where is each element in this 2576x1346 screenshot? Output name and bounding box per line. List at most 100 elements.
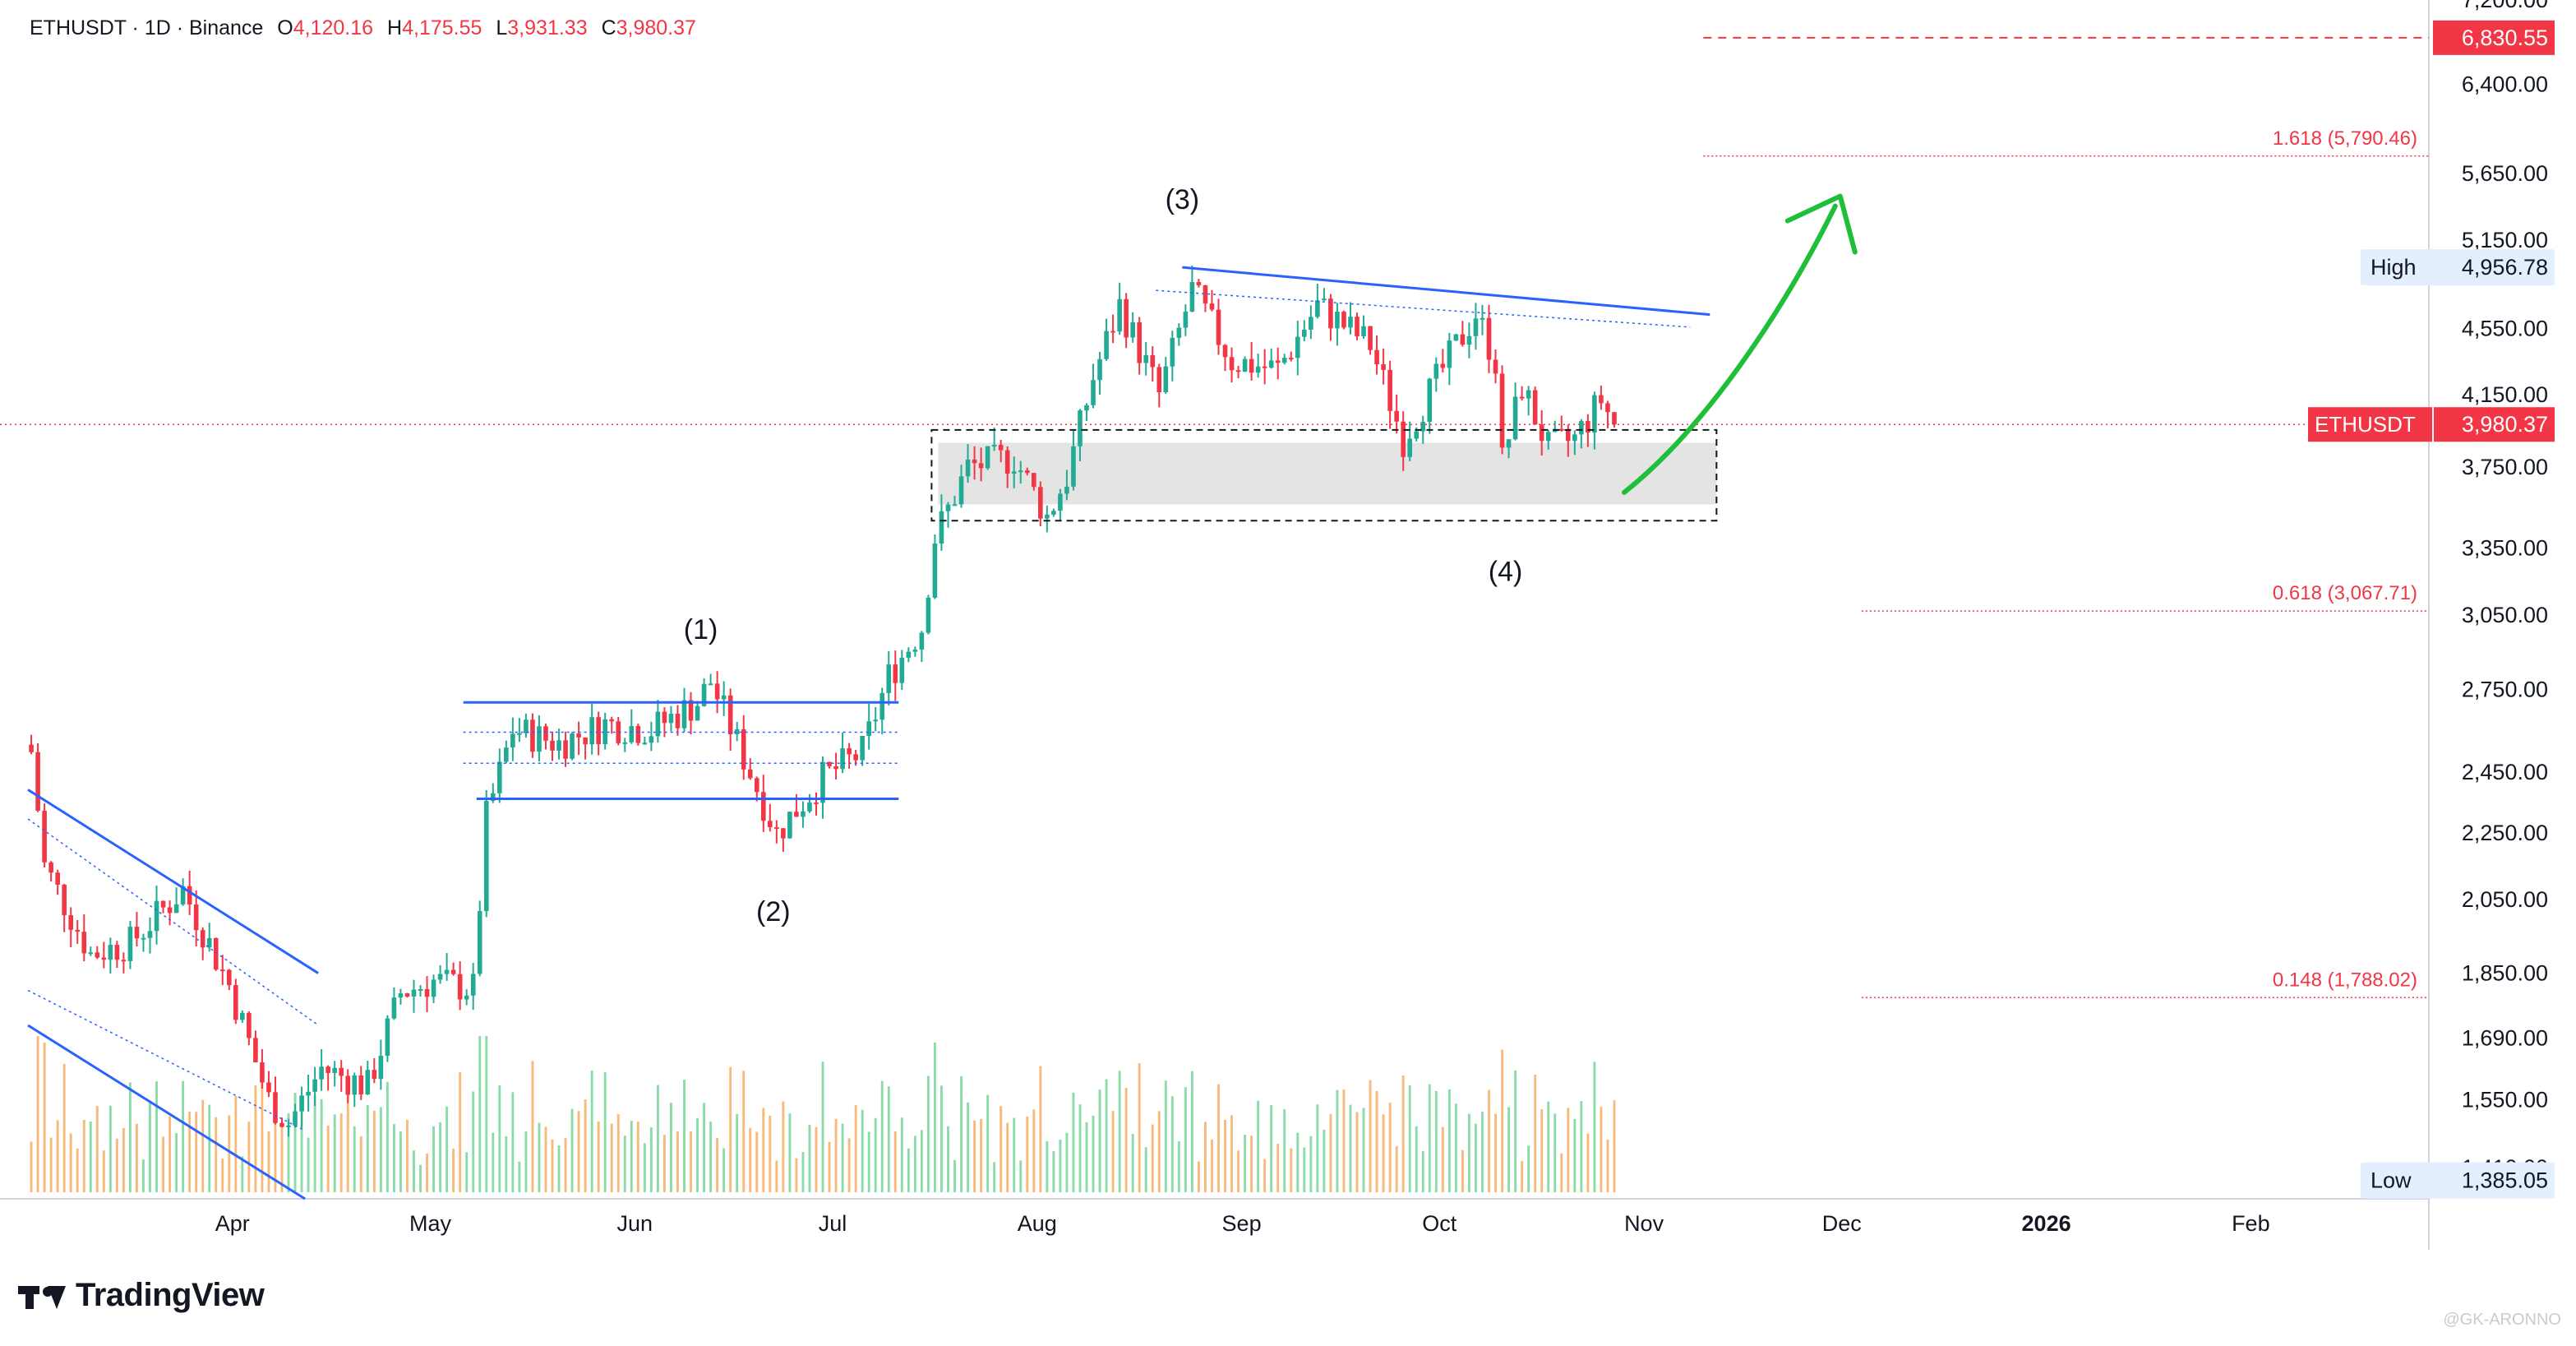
volume-bar [439, 1122, 442, 1192]
last-price-symbol: ETHUSDT [2315, 412, 2416, 437]
wave-label: (4) [1489, 556, 1523, 587]
candle-body [1110, 331, 1115, 333]
candle-body [219, 969, 225, 972]
author-watermark: @GK-ARONNO [2443, 1311, 2561, 1329]
volume-bar [1553, 1113, 1557, 1192]
volume-bar [149, 1100, 151, 1192]
volume-bar [1065, 1132, 1069, 1192]
low-marker-bg [2361, 1162, 2555, 1199]
candle-body [253, 1038, 258, 1063]
time-axis[interactable]: Apr May Jun Jul Aug Sep Oct Nov Dec 2026 Feb [215, 1211, 2270, 1236]
volume-bar [1224, 1119, 1226, 1192]
candle-body [1427, 378, 1433, 423]
low-marker-label: Low [2371, 1168, 2412, 1193]
candle-body [1255, 366, 1261, 373]
candle-body [734, 729, 740, 735]
candle-body [820, 761, 825, 803]
candle-body [1480, 317, 1485, 320]
candle-body [1368, 326, 1373, 350]
candle-body [1275, 360, 1281, 363]
volume-bar [385, 1081, 389, 1192]
candle-body [1262, 366, 1267, 368]
volume-bar [1534, 1074, 1537, 1192]
volume-bar [511, 1092, 515, 1192]
candle-body [596, 717, 601, 745]
volume-bar [953, 1159, 956, 1192]
volume-bar [247, 1122, 251, 1192]
candle-body [635, 726, 641, 743]
volume-bar [413, 1150, 415, 1192]
tradingview-logo[interactable]: TradingView [18, 1277, 265, 1314]
volume-bar [893, 1131, 897, 1192]
candle-body [42, 811, 47, 863]
candle-body [160, 900, 166, 908]
volume-bar [1475, 1123, 1477, 1192]
volume-bar [62, 1063, 66, 1192]
candle-body [550, 740, 555, 751]
candle-body [886, 664, 892, 693]
candle-body [1545, 432, 1551, 442]
candle-body [1401, 421, 1406, 457]
candle-body [233, 985, 238, 1020]
candle-body [1499, 373, 1505, 448]
candle-body [906, 651, 912, 658]
volume-bar [1144, 1147, 1147, 1192]
volume-bar [656, 1085, 659, 1192]
volume-bar [947, 1126, 949, 1192]
candle-body [1183, 311, 1189, 328]
candle-body [1045, 514, 1050, 519]
candle-body [325, 1066, 330, 1073]
candle-body [1539, 424, 1544, 442]
volume-bar [518, 1161, 521, 1192]
candle-body [121, 960, 127, 962]
candle-body [814, 803, 819, 805]
candle-body [1150, 354, 1156, 368]
candle-body [1084, 405, 1089, 411]
volume-bar [1567, 1108, 1570, 1192]
candle-body [1592, 395, 1597, 433]
volume-bar [43, 1042, 46, 1192]
candle-body [1170, 337, 1175, 367]
wave-label: (3) [1166, 184, 1200, 215]
candle-body [794, 812, 799, 817]
candle-body [279, 1122, 284, 1127]
volume-bar [274, 1115, 277, 1192]
volume-bar [1244, 1135, 1247, 1192]
volume-bar [1164, 1080, 1167, 1192]
candle-body [972, 459, 977, 464]
volume-bar [1237, 1150, 1240, 1192]
volume-bar [339, 1113, 343, 1192]
volume-bar [1375, 1090, 1378, 1192]
candle-body [1295, 336, 1300, 358]
close-label: C [601, 16, 616, 39]
candle-body [127, 927, 133, 961]
volume-bar [551, 1139, 554, 1192]
volume-bar [326, 1125, 330, 1192]
last-price-value: 3,980.37 [2462, 412, 2548, 437]
projection-arrow [1622, 203, 1838, 495]
volume-bar [683, 1080, 686, 1192]
candle-body [774, 827, 779, 830]
volume-bar [616, 1114, 620, 1192]
candle-body [319, 1066, 324, 1080]
candle-body [1301, 329, 1307, 337]
candle-body [1018, 470, 1023, 473]
volume-bar [406, 1119, 409, 1192]
candle-body [358, 1075, 364, 1095]
volume-bar [30, 1141, 33, 1192]
volume-bar [1026, 1117, 1029, 1192]
price-axis[interactable]: 7,200.00 6,400.00 5,650.00 5,150.00 4,550.00… [2308, 0, 2555, 1199]
price-tick-label: 7,200.00 [2462, 0, 2548, 12]
candle-body [108, 945, 113, 960]
candle-body [695, 705, 700, 721]
candle-body [570, 733, 575, 759]
candle-body [681, 700, 687, 729]
candle-body [1328, 298, 1333, 329]
low-value: 3,931.33 [507, 16, 588, 39]
volume-bar [630, 1121, 633, 1192]
candle-body [1493, 359, 1498, 374]
candle-body [1137, 321, 1143, 363]
high-marker-label: High [2371, 255, 2417, 280]
volume-bar [590, 1070, 593, 1192]
